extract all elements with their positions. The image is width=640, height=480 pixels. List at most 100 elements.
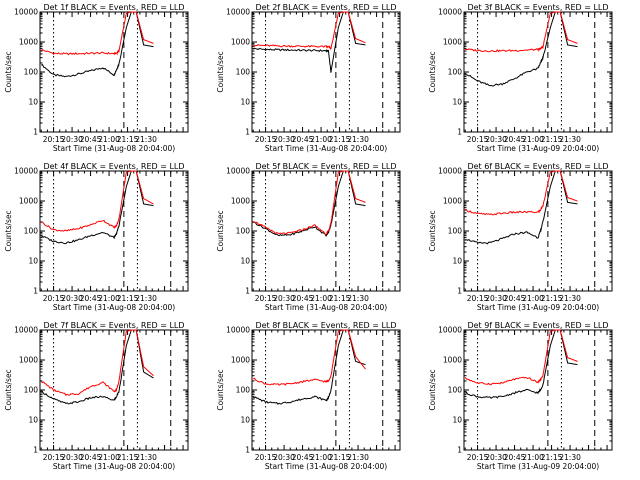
series-line-lld (253, 170, 366, 235)
y-tick-label: 1000 (19, 356, 38, 365)
y-tick-label: 100 (24, 386, 39, 395)
panel-title: Det 1f BLACK = Events, RED = LLD (43, 3, 184, 12)
chart-panel-8 (251, 329, 401, 451)
y-tick-label: 10 (452, 98, 462, 107)
y-axis-label: Counts/sec (4, 210, 13, 251)
y-tick-label: 10 (240, 416, 250, 425)
series-line-events (252, 329, 366, 405)
chart-panel-1 (39, 11, 189, 133)
series-line-lld (40, 329, 154, 396)
x-tick-label: 21:15 (329, 135, 351, 144)
y-tick-label: 10 (452, 416, 462, 425)
x-tick-label: 21:30 (135, 453, 157, 462)
x-tick-label: 20:45 (80, 294, 102, 303)
chart-panel-9 (463, 329, 613, 451)
series-line-lld (252, 329, 366, 386)
panel-title: Det 2f BLACK = Events, RED = LLD (255, 3, 396, 12)
y-tick-label: 1 (457, 446, 462, 455)
x-axis-label: Start Time (31-Aug-09 20:04:00) (477, 303, 599, 312)
x-tick-label: 21:15 (541, 294, 563, 303)
plot-frame (251, 329, 401, 451)
series-line-events (465, 170, 578, 245)
series-line-events (464, 11, 578, 87)
y-axis-label: Counts/sec (216, 210, 225, 251)
x-axis-label: Start Time (31-Aug-08 20:04:00) (265, 144, 387, 153)
x-tick-label: 21:30 (135, 294, 157, 303)
panel-title: Det 9f BLACK = Events, RED = LLD (467, 321, 608, 330)
panel-title: Det 8f BLACK = Events, RED = LLD (255, 321, 396, 330)
series-line-events (41, 170, 154, 245)
x-tick-label: 20:15 (255, 453, 277, 462)
x-tick-label: 21:30 (559, 294, 581, 303)
x-tick-label: 21:00 (522, 135, 544, 144)
x-tick-label: 20:15 (43, 294, 65, 303)
x-tick-label: 20:30 (485, 135, 507, 144)
x-tick-label: 21:00 (98, 135, 120, 144)
panel-title: Det 3f BLACK = Events, RED = LLD (467, 3, 608, 12)
y-tick-label: 1 (33, 287, 38, 296)
x-tick-label: 21:15 (541, 453, 563, 462)
y-tick-label: 100 (448, 386, 463, 395)
series-line-lld (465, 11, 578, 53)
plot-frame (251, 11, 401, 133)
y-tick-label: 1000 (19, 197, 38, 206)
series-line-events (40, 11, 154, 78)
series-line-events (40, 329, 154, 405)
x-axis-label: Start Time (31-Aug-08 20:04:00) (265, 462, 387, 471)
x-tick-label: 20:30 (273, 294, 295, 303)
y-tick-label: 1000 (443, 38, 462, 47)
y-tick-label: 10 (28, 257, 38, 266)
y-tick-label: 1000 (231, 356, 250, 365)
x-tick-label: 21:00 (98, 294, 120, 303)
x-tick-label: 20:45 (80, 453, 102, 462)
chart-panel-7 (39, 329, 189, 451)
x-tick-label: 20:30 (61, 453, 83, 462)
x-tick-label: 21:30 (135, 135, 157, 144)
x-tick-label: 20:15 (43, 453, 65, 462)
plot-frame (463, 329, 613, 451)
y-tick-label: 1000 (443, 356, 462, 365)
y-tick-label: 10 (28, 98, 38, 107)
x-tick-label: 21:00 (310, 453, 332, 462)
y-tick-label: 1 (33, 128, 38, 137)
x-axis-label: Start Time (31-Aug-08 20:04:00) (265, 303, 387, 312)
y-tick-label: 100 (448, 68, 463, 77)
x-tick-label: 21:00 (522, 294, 544, 303)
y-tick-label: 10000 (438, 326, 462, 335)
panel-title: Det 5f BLACK = Events, RED = LLD (255, 162, 396, 171)
x-tick-label: 21:15 (117, 135, 139, 144)
x-tick-label: 21:15 (329, 294, 351, 303)
series-line-lld (464, 170, 578, 216)
x-tick-label: 20:15 (43, 135, 65, 144)
x-tick-label: 20:15 (467, 135, 489, 144)
y-tick-label: 10 (240, 98, 250, 107)
y-tick-label: 1 (33, 446, 38, 455)
y-tick-label: 100 (236, 386, 251, 395)
plot-frame (463, 11, 613, 133)
series-line-lld (464, 329, 578, 386)
panel-title: Det 4f BLACK = Events, RED = LLD (43, 162, 184, 171)
series-line-events (464, 329, 578, 399)
y-tick-label: 10000 (226, 326, 250, 335)
y-tick-label: 10 (28, 416, 38, 425)
y-tick-label: 10000 (14, 167, 38, 176)
x-tick-label: 20:30 (485, 453, 507, 462)
y-tick-label: 1 (457, 128, 462, 137)
y-tick-label: 10000 (438, 8, 462, 17)
y-tick-label: 10000 (14, 326, 38, 335)
y-tick-label: 1000 (19, 38, 38, 47)
chart-panel-2 (251, 11, 401, 133)
plot-frame (39, 329, 189, 451)
chart-panel-3 (463, 11, 613, 133)
y-tick-label: 1000 (231, 38, 250, 47)
x-tick-label: 20:45 (504, 294, 526, 303)
y-tick-label: 1 (245, 287, 250, 296)
x-tick-label: 21:15 (117, 294, 139, 303)
y-axis-label: Counts/sec (4, 369, 13, 410)
x-tick-label: 21:15 (117, 453, 139, 462)
y-tick-label: 1000 (231, 197, 250, 206)
plot-frame (39, 11, 189, 133)
x-tick-label: 21:30 (559, 135, 581, 144)
